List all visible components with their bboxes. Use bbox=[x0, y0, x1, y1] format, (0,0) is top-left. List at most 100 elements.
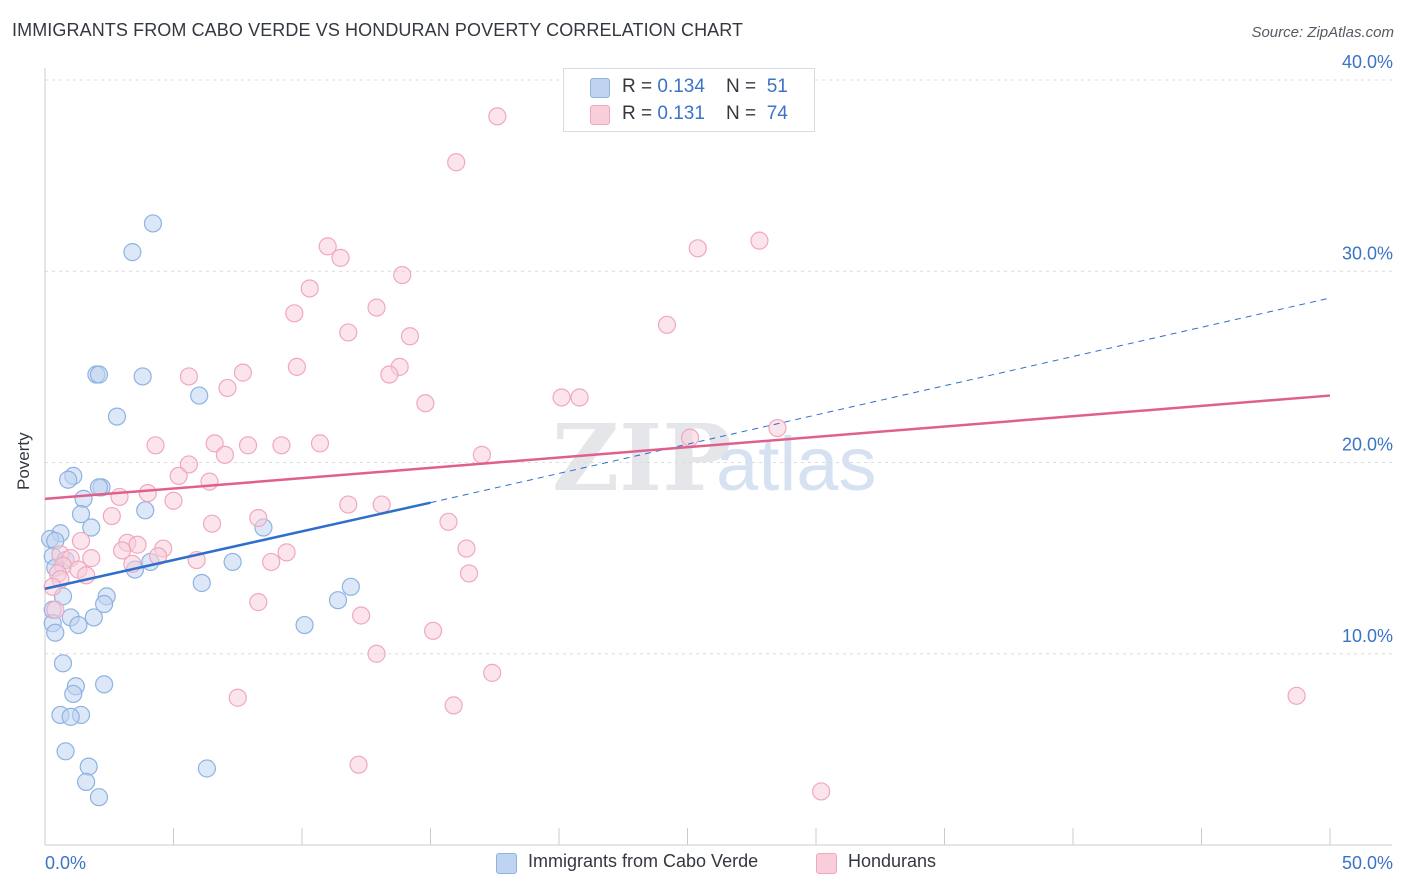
chart-title: IMMIGRANTS FROM CABO VERDE VS HONDURAN P… bbox=[12, 20, 744, 40]
legend-r-value-cabo-verde: 0.134 bbox=[657, 76, 705, 97]
data-point-cabo-verde bbox=[53, 654, 73, 673]
data-point-hondurans bbox=[483, 663, 502, 682]
data-point-hondurans bbox=[128, 535, 147, 554]
data-point-cabo-verde bbox=[328, 591, 348, 610]
data-point-cabo-verde bbox=[79, 757, 98, 776]
data-point-hondurans bbox=[1287, 686, 1306, 705]
trendline-cabo-verde bbox=[44, 501, 431, 590]
data-point-hondurans bbox=[657, 315, 677, 334]
data-point-cabo-verde bbox=[61, 707, 80, 726]
x-tick-label-max: 50.0% bbox=[1342, 853, 1393, 873]
y-tick-label: 20.0% bbox=[1342, 435, 1393, 455]
data-point-cabo-verde bbox=[46, 623, 65, 642]
data-point-cabo-verde bbox=[89, 788, 109, 807]
data-point-hondurans bbox=[200, 472, 219, 491]
legend-n-value-cabo-verde: 51 bbox=[766, 76, 788, 97]
data-point-cabo-verde bbox=[69, 615, 88, 635]
data-point-hondurans bbox=[287, 357, 306, 376]
data-point-hondurans bbox=[228, 688, 247, 707]
data-point-cabo-verde bbox=[341, 577, 360, 596]
data-point-cabo-verde bbox=[143, 214, 163, 233]
data-point-hondurans bbox=[179, 367, 199, 386]
data-point-hondurans bbox=[459, 564, 479, 583]
data-point-hondurans bbox=[472, 445, 491, 464]
data-point-hondurans bbox=[352, 606, 371, 625]
data-point-hondurans bbox=[367, 298, 386, 317]
data-point-hondurans bbox=[380, 365, 399, 384]
legend-label-cabo-verde: Immigrants from Cabo Verde bbox=[528, 851, 759, 871]
y-tick-label: 40.0% bbox=[1342, 52, 1393, 72]
data-point-hondurans bbox=[110, 487, 129, 507]
legend-label-hondurans: Hondurans bbox=[848, 851, 937, 871]
data-point-hondurans bbox=[400, 327, 420, 346]
data-point-cabo-verde bbox=[190, 386, 209, 405]
y-tick-label: 10.0% bbox=[1342, 626, 1393, 646]
data-point-hondurans bbox=[215, 445, 234, 464]
correlation-legend: R = 0.134 N = 51 R = 0.131 N = 74 bbox=[563, 68, 815, 132]
data-point-cabo-verde bbox=[82, 518, 101, 537]
data-point-hondurans bbox=[218, 378, 237, 398]
data-point-hondurans bbox=[138, 484, 157, 503]
legend-swatch-cabo-verde bbox=[496, 853, 517, 874]
data-point-hondurans bbox=[349, 755, 368, 774]
data-point-cabo-verde bbox=[133, 367, 152, 386]
data-point-hondurans bbox=[146, 436, 165, 455]
legend-r-value-hondurans: 0.131 bbox=[657, 103, 705, 124]
y-tick-label: 30.0% bbox=[1342, 243, 1393, 263]
data-point-cabo-verde bbox=[64, 684, 83, 704]
data-point-cabo-verde bbox=[123, 243, 142, 262]
data-point-cabo-verde bbox=[77, 772, 96, 791]
data-point-hondurans bbox=[249, 593, 268, 612]
data-point-hondurans bbox=[285, 304, 304, 323]
data-point-hondurans bbox=[249, 508, 268, 528]
data-point-hondurans bbox=[416, 394, 435, 413]
data-point-cabo-verde bbox=[89, 478, 109, 497]
data-point-cabo-verde bbox=[107, 407, 127, 426]
data-point-hondurans bbox=[339, 495, 358, 514]
data-point-hondurans bbox=[423, 621, 443, 640]
data-point-hondurans bbox=[46, 600, 65, 619]
legend-n-label: N = bbox=[726, 76, 762, 97]
legend-r-label: R = bbox=[622, 103, 658, 124]
data-point-hondurans bbox=[750, 231, 769, 250]
data-point-hondurans bbox=[768, 418, 787, 438]
data-point-hondurans bbox=[82, 549, 101, 568]
data-point-hondurans bbox=[310, 434, 330, 453]
data-point-hondurans bbox=[272, 436, 291, 455]
data-point-hondurans bbox=[277, 543, 296, 562]
data-point-hondurans bbox=[71, 531, 91, 551]
data-point-hondurans bbox=[367, 644, 386, 663]
data-point-cabo-verde bbox=[71, 505, 91, 524]
data-point-hondurans bbox=[488, 107, 507, 126]
data-point-hondurans bbox=[262, 552, 281, 572]
data-point-cabo-verde bbox=[295, 615, 314, 635]
data-point-hondurans bbox=[102, 506, 121, 526]
trendline-hondurans bbox=[44, 394, 1331, 501]
data-point-hondurans bbox=[205, 434, 224, 453]
data-point-cabo-verde bbox=[59, 470, 78, 489]
legend-n-value-hondurans: 74 bbox=[766, 103, 788, 124]
data-point-hondurans bbox=[439, 512, 458, 531]
data-point-cabo-verde bbox=[192, 573, 211, 593]
data-point-hondurans bbox=[457, 539, 476, 558]
data-point-cabo-verde bbox=[89, 365, 109, 384]
data-point-hondurans bbox=[233, 363, 252, 382]
data-point-cabo-verde bbox=[95, 594, 114, 614]
data-point-hondurans bbox=[179, 455, 199, 474]
data-point-hondurans bbox=[318, 237, 337, 256]
legend-swatch-hondurans bbox=[590, 105, 610, 125]
legend-swatch-cabo-verde bbox=[590, 78, 610, 98]
data-point-cabo-verde bbox=[95, 675, 114, 694]
legend-r-label: R = bbox=[622, 76, 658, 97]
data-point-cabo-verde bbox=[56, 742, 75, 761]
data-point-hondurans bbox=[447, 153, 466, 172]
watermark-atlas: atlas bbox=[716, 422, 877, 507]
legend-n-label: N = bbox=[726, 103, 762, 124]
data-point-hondurans bbox=[202, 514, 222, 533]
data-point-hondurans bbox=[331, 248, 350, 267]
data-point-cabo-verde bbox=[84, 608, 103, 627]
data-point-hondurans bbox=[339, 323, 358, 342]
data-point-cabo-verde bbox=[223, 552, 242, 572]
data-point-hondurans bbox=[393, 265, 412, 285]
